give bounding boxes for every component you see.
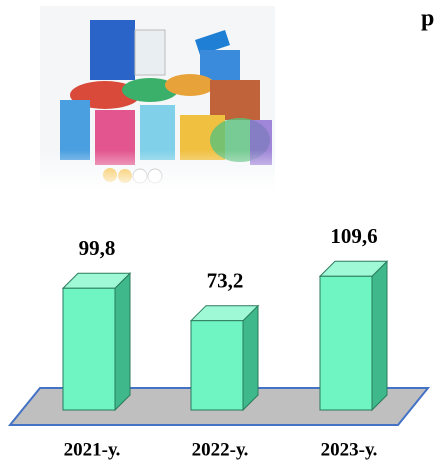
x-tick-label: 2021-у. [64,439,121,460]
bar [319,275,373,411]
value-label: 109,6 [330,224,377,248]
x-tick-label: 2022-у. [192,439,249,460]
x-tick-label: 2023-у. [321,439,378,460]
product-photo [40,6,275,191]
value-label: 99,8 [79,236,116,260]
bar-side [242,304,259,412]
bar [190,320,244,411]
bar-side [371,260,388,412]
value-label: 73,2 [207,269,244,293]
chart-title: р [421,6,434,32]
bar-side [114,272,131,412]
bar [62,287,116,411]
